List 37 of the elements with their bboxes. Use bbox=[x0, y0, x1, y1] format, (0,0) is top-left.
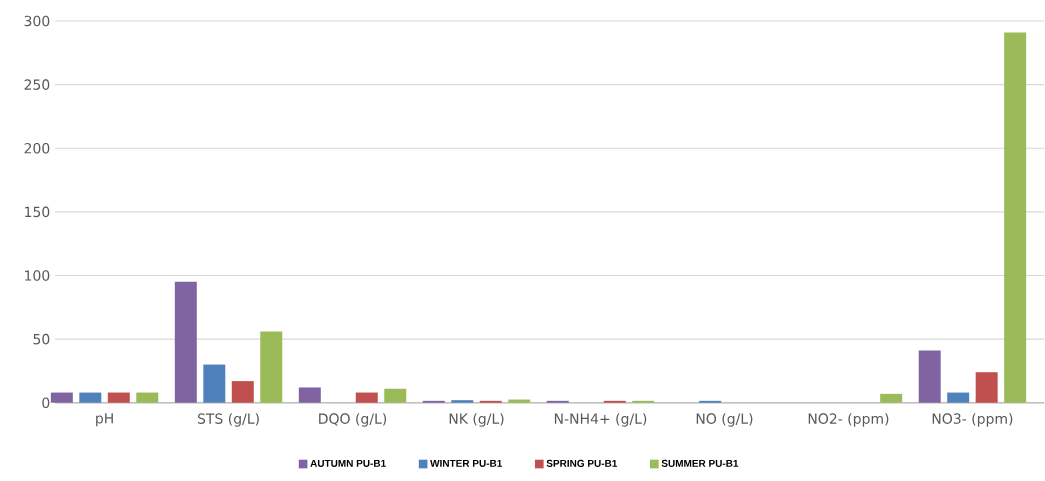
legend-label: AUTUMN PU-B1 bbox=[310, 460, 386, 468]
bar bbox=[203, 364, 226, 403]
bar bbox=[1004, 32, 1027, 403]
bar bbox=[451, 400, 474, 403]
bar bbox=[107, 392, 130, 403]
bar bbox=[231, 381, 254, 403]
x-tick-label: DQO (g/L) bbox=[319, 413, 387, 427]
legend-label: SUMMER PU-B1 bbox=[661, 460, 739, 468]
y-tick-label: 0 bbox=[42, 397, 50, 409]
y-tick-label: 250 bbox=[24, 79, 50, 91]
bar bbox=[947, 392, 970, 403]
legend-label: SPRING PU-B1 bbox=[546, 460, 618, 468]
bar bbox=[880, 393, 903, 403]
bar bbox=[174, 282, 197, 403]
bar bbox=[384, 388, 407, 403]
bar bbox=[355, 392, 378, 403]
y-tick-label: 150 bbox=[25, 206, 50, 218]
bar bbox=[508, 399, 531, 403]
x-tick-label: N-NH4+ (g/L) bbox=[554, 413, 647, 427]
x-tick-label: STS (g/L) bbox=[197, 413, 259, 427]
y-tick-label: 200 bbox=[24, 143, 50, 154]
y-tick-label: 300 bbox=[24, 15, 50, 27]
bar bbox=[298, 387, 321, 403]
x-tick-label: pH bbox=[96, 413, 113, 427]
x-tick-label: NK (g/L) bbox=[449, 413, 504, 427]
bar bbox=[260, 331, 283, 403]
bar bbox=[918, 350, 941, 403]
x-tick-label: NO3- (ppm) bbox=[932, 413, 1013, 427]
bar bbox=[136, 392, 159, 403]
y-tick-label: 50 bbox=[33, 333, 50, 345]
bar bbox=[79, 392, 102, 403]
x-tick-label: NO2- (ppm) bbox=[808, 413, 889, 427]
x-tick-label: NO (g/L) bbox=[696, 413, 753, 427]
bar bbox=[50, 392, 73, 403]
legend-label: WINTER PU-B1 bbox=[430, 460, 503, 468]
bar bbox=[975, 372, 998, 403]
y-tick-label: 100 bbox=[25, 270, 50, 281]
